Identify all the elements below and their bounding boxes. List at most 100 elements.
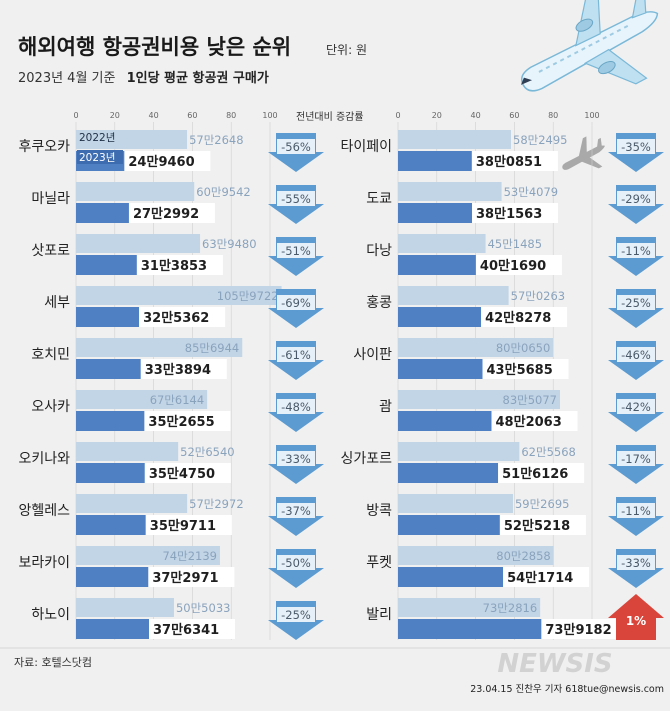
left-column: 0 20 40 60 80 100 후쿠오카 57만2648 24만9460 -56% 마닐라 60만… bbox=[18, 111, 324, 640]
value-label-2023: 35만4750 bbox=[149, 466, 215, 482]
unit-label: 단위: 원 bbox=[326, 43, 367, 57]
change-label: -48% bbox=[281, 400, 311, 414]
value-label-bg bbox=[472, 203, 559, 223]
up-arrow-icon bbox=[608, 594, 664, 640]
value-label-bg bbox=[475, 255, 562, 275]
city-label: 세부 bbox=[44, 295, 70, 311]
subtitle-metric: 1인당 평균 항공권 구매가 bbox=[127, 70, 269, 86]
city-label: 발리 bbox=[366, 607, 392, 623]
bar-2022 bbox=[398, 442, 520, 461]
city-label: 삿포로 bbox=[31, 243, 70, 259]
city-label: 타이페이 bbox=[340, 139, 392, 155]
change-label-bg bbox=[617, 139, 655, 154]
change-label-bg bbox=[277, 243, 315, 258]
subtitle-date: 2023년 4월 기준 bbox=[18, 71, 115, 86]
value-label-bg bbox=[541, 619, 628, 639]
city-label: 괌 bbox=[379, 399, 392, 415]
value-label-2023: 38만0851 bbox=[476, 154, 542, 170]
value-label-2023: 31만3853 bbox=[141, 258, 207, 274]
bar-2023 bbox=[398, 567, 504, 587]
value-label-2022: 57만2648 bbox=[189, 133, 243, 147]
city-label: 사이판 bbox=[353, 347, 392, 363]
bar-2023 bbox=[398, 411, 492, 431]
change-label-bg bbox=[277, 555, 315, 570]
change-label-bg bbox=[617, 399, 655, 414]
value-label-2022: 62만5568 bbox=[521, 445, 575, 459]
bar-2023 bbox=[398, 359, 483, 379]
tick-label: 20 bbox=[432, 111, 442, 120]
value-label-2022: 80만2858 bbox=[496, 549, 550, 563]
value-label-bg bbox=[503, 567, 590, 587]
value-label-2022: 57만0263 bbox=[511, 289, 565, 303]
value-label-bg bbox=[144, 463, 231, 483]
bar-2022 bbox=[398, 234, 486, 253]
city-label: 앙헬레스 bbox=[18, 503, 70, 519]
bar-2022 bbox=[398, 598, 541, 617]
value-label-2023: 37만2971 bbox=[152, 570, 218, 586]
bar-2023 bbox=[398, 463, 499, 483]
value-label-2022: 83만5077 bbox=[503, 393, 557, 407]
value-label-2023: 27만2992 bbox=[133, 206, 199, 222]
value-label-2022: 63만9480 bbox=[202, 237, 256, 251]
change-label: -42% bbox=[621, 400, 651, 414]
bar-2022 bbox=[398, 182, 502, 201]
change-label-bg bbox=[277, 607, 315, 622]
tick-label: 100 bbox=[584, 111, 599, 120]
value-label-bg bbox=[124, 151, 211, 171]
value-label-bg bbox=[136, 255, 223, 275]
bar-2023 bbox=[76, 463, 145, 483]
city-label: 보라카이 bbox=[18, 555, 70, 571]
bar-2022 bbox=[398, 546, 554, 565]
change-label: -11% bbox=[621, 244, 651, 258]
value-label-bg bbox=[149, 619, 236, 639]
change-label-bg bbox=[617, 503, 655, 518]
value-label-2023: 54만1714 bbox=[507, 570, 573, 586]
value-label-2023: 48만2063 bbox=[496, 414, 562, 430]
change-label: -11% bbox=[621, 504, 651, 518]
value-label-2023: 35만9711 bbox=[150, 518, 216, 534]
value-label-bg bbox=[140, 359, 227, 379]
tick-label: 0 bbox=[73, 111, 78, 120]
bar-2022 bbox=[76, 182, 195, 201]
change-label: -55% bbox=[281, 192, 311, 206]
value-label-2022: 45만1485 bbox=[488, 237, 542, 251]
change-label-bg bbox=[617, 555, 655, 570]
bar-2023 bbox=[76, 203, 129, 223]
value-label-2022: 57만2972 bbox=[189, 497, 243, 511]
legend-swatch-2022 bbox=[77, 130, 117, 144]
value-label-2022: 105만9722 bbox=[217, 289, 279, 303]
change-label-bg bbox=[617, 243, 655, 258]
bar-2023 bbox=[398, 307, 482, 327]
change-label: -46% bbox=[621, 348, 651, 362]
tick-label: 60 bbox=[509, 111, 519, 120]
value-label-2023: 42만8278 bbox=[485, 310, 551, 326]
change-label: -29% bbox=[621, 192, 651, 206]
change-label-bg bbox=[617, 451, 655, 466]
change-label-bg bbox=[277, 139, 315, 154]
value-label-2022: 73만2816 bbox=[483, 601, 537, 615]
bar-2023 bbox=[76, 567, 149, 587]
city-label: 후쿠오카 bbox=[18, 139, 70, 155]
value-label-2022: 50만5033 bbox=[176, 601, 230, 615]
legend-swatch-2023 bbox=[77, 150, 123, 164]
bar-2022 bbox=[398, 130, 512, 149]
chart-title: 해외여행 항공권비용 낮은 순위 bbox=[18, 35, 291, 59]
tick-label: 80 bbox=[548, 111, 558, 120]
change-label-bg bbox=[617, 191, 655, 206]
value-label-2022: 60만9542 bbox=[196, 185, 250, 199]
bar-2023 bbox=[76, 619, 150, 639]
city-label: 오사카 bbox=[31, 399, 70, 415]
change-label-bg bbox=[277, 295, 315, 310]
value-label-2023: 32만5362 bbox=[143, 310, 209, 326]
change-label: -37% bbox=[281, 504, 311, 518]
change-label-bg bbox=[277, 399, 315, 414]
value-label-2023: 43만5685 bbox=[487, 362, 553, 378]
value-label-2023: 33만3894 bbox=[145, 362, 211, 378]
bar-2022 bbox=[398, 286, 509, 305]
value-label-bg bbox=[128, 203, 215, 223]
value-label-2022: 74만2139 bbox=[162, 549, 216, 563]
bar-2023 bbox=[398, 515, 500, 535]
value-label-2022: 53만4079 bbox=[504, 185, 558, 199]
value-label-2023: 38만1563 bbox=[476, 206, 542, 222]
